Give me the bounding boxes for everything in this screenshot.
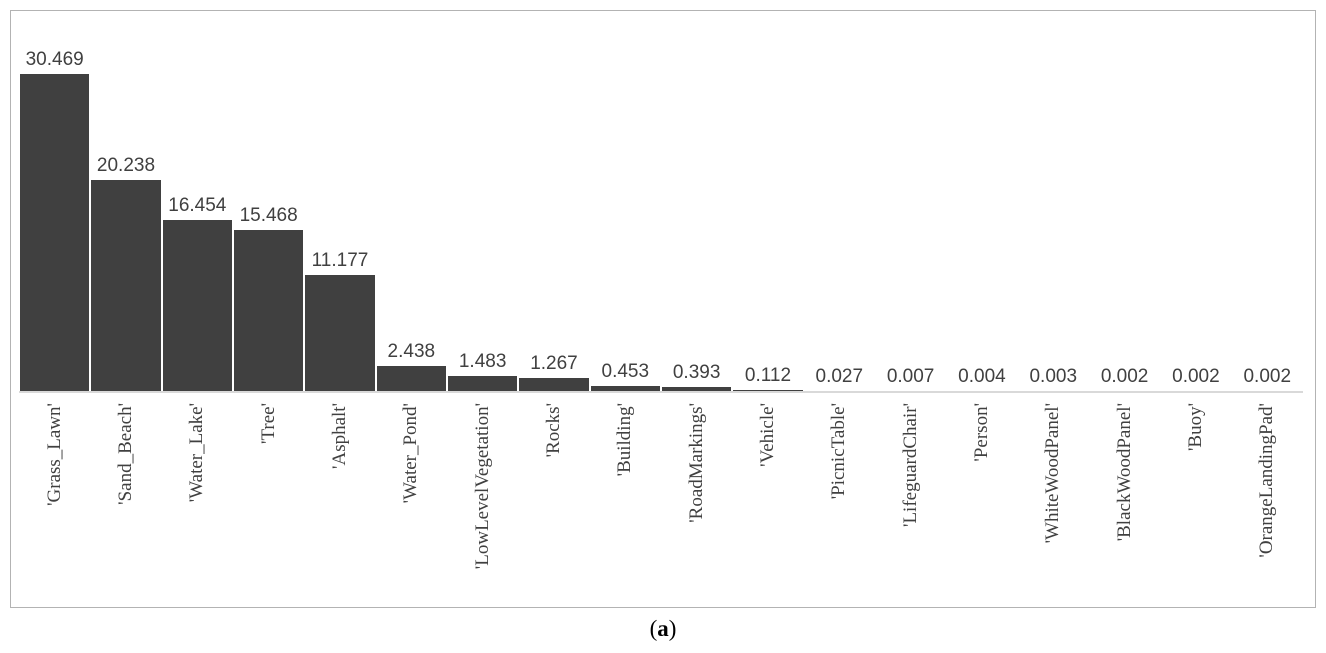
bar-column: 0.003 (1018, 11, 1089, 391)
bar-column: 16.454 (162, 11, 233, 391)
x-axis-label-cell: 'Person' (946, 399, 1017, 605)
x-axis-label-cell: 'LifeguardChair' (875, 399, 946, 605)
x-axis-label: 'Grass_Lawn' (43, 403, 65, 506)
bar-value-label: 20.238 (96, 155, 156, 177)
bar-column: 0.002 (1232, 11, 1303, 391)
bar-column: 11.177 (304, 11, 375, 391)
x-axis-label-cell: 'Sand_Beach' (90, 399, 161, 605)
bar-value-label: 0.007 (886, 365, 935, 387)
bar-column: 0.002 (1160, 11, 1231, 391)
bar-value-label: 0.002 (1172, 365, 1220, 387)
bar-value-label: 11.177 (311, 249, 369, 271)
x-axis-label: 'Water_Pond' (400, 403, 422, 504)
x-axis-label-cell: 'Asphalt' (304, 399, 375, 605)
bar-column: 0.453 (590, 11, 661, 391)
bar-value-label: 30.469 (25, 49, 84, 70)
x-axis-label-cell: 'Tree' (233, 399, 304, 605)
bar-column: 15.468 (233, 11, 304, 391)
bar-column: 0.393 (661, 11, 732, 391)
bar-value-label: 1.267 (530, 352, 578, 374)
bar-column: 2.438 (376, 11, 447, 391)
x-axis-label-cell: 'Grass_Lawn' (19, 399, 90, 605)
plot-area: 30.469 20.238 16.454 15.468 11.177 2.438 1.483… (19, 11, 1303, 391)
x-axis-label-cell: 'OrangeLandingPad' (1232, 399, 1303, 605)
bar (661, 386, 732, 391)
x-axis-label: 'Sand_Beach' (114, 403, 136, 505)
bar-value-label: 0.003 (1029, 365, 1078, 387)
bar-value-label: 0.004 (958, 365, 1006, 387)
x-axis-label-cell: 'Water_Lake' (162, 399, 233, 605)
bar (233, 230, 304, 391)
bar-value-label: 0.002 (1243, 365, 1292, 387)
x-axis-label-cell: 'RoadMarkings' (661, 399, 732, 605)
bar (162, 219, 232, 391)
bar-column: 1.483 (447, 11, 518, 391)
bar-value-label: 0.027 (815, 365, 864, 387)
x-axis-label: 'Buoy' (1184, 403, 1206, 452)
bar-value-label: 2.438 (387, 340, 436, 362)
x-axis-label: 'Building' (614, 403, 636, 477)
bar-value-label: 0.112 (744, 364, 792, 386)
bar-column: 0.112 (732, 11, 803, 391)
x-axis-label-cell: 'LowLevelVegetation' (447, 399, 518, 605)
bar-value-label: 0.002 (1100, 365, 1149, 387)
bar (20, 74, 90, 391)
caption-open-paren: ( (649, 616, 658, 641)
bar (519, 377, 589, 391)
x-axis-label: 'RoadMarkings' (685, 403, 707, 523)
bar-column: 0.004 (946, 11, 1017, 391)
bar-value-label: 0.453 (601, 361, 650, 383)
bar (91, 180, 161, 391)
x-axis-label-cell: 'Buoy' (1160, 399, 1231, 605)
x-axis-label-cell: 'Vehicle' (732, 399, 803, 605)
x-axis-label: 'Vehicle' (756, 403, 778, 467)
bar-column: 1.267 (518, 11, 589, 391)
x-axis-label: 'Rocks' (542, 403, 564, 458)
x-axis-label-cell: 'Rocks' (518, 399, 589, 605)
figure-caption: (a) (0, 616, 1326, 642)
x-axis-label: 'BlackWoodPanel' (1113, 403, 1135, 542)
x-axis-label: 'Tree' (257, 403, 279, 444)
x-axis-line (19, 391, 1303, 393)
bar-value-label: 16.454 (168, 194, 227, 216)
bar (305, 274, 375, 391)
bar-column: 0.027 (804, 11, 875, 391)
bar-chart: 30.469 20.238 16.454 15.468 11.177 2.438 1.483… (10, 10, 1316, 608)
x-axis-labels: 'Grass_Lawn' 'Sand_Beach' 'Water_Lake' 'Tre… (19, 399, 1303, 605)
x-axis-label-cell: 'Building' (590, 399, 661, 605)
x-axis-label-cell: 'Water_Pond' (376, 399, 447, 605)
bar-value-label: 1.483 (458, 350, 507, 372)
x-axis-label: 'PicnicTable' (828, 403, 850, 500)
bar (376, 365, 446, 391)
x-axis-label: 'LowLevelVegetation' (471, 403, 493, 570)
x-axis-label-cell: 'BlackWoodPanel' (1089, 399, 1160, 605)
bar (590, 386, 660, 391)
x-axis-label: 'WhiteWoodPanel' (1042, 403, 1064, 544)
x-axis-label: 'Person' (970, 403, 992, 462)
bar-column: 0.002 (1089, 11, 1160, 391)
bar (447, 375, 518, 391)
x-axis-label-cell: 'PicnicTable' (804, 399, 875, 605)
bar-column: 30.469 (19, 11, 90, 391)
bar-value-label: 0.393 (672, 361, 721, 383)
x-axis-label: 'OrangeLandingPad' (1256, 403, 1278, 558)
bar-value-label: 15.468 (239, 205, 298, 227)
x-axis-label: 'LifeguardChair' (899, 403, 921, 527)
bar-column: 20.238 (90, 11, 161, 391)
x-axis-label: 'Water_Lake' (186, 403, 208, 503)
caption-close-paren: ) (668, 616, 677, 641)
x-axis-label-cell: 'WhiteWoodPanel' (1018, 399, 1089, 605)
x-axis-label: 'Asphalt' (328, 403, 350, 469)
bar-column: 0.007 (875, 11, 946, 391)
caption-letter: a (657, 616, 669, 641)
bar (733, 389, 803, 391)
